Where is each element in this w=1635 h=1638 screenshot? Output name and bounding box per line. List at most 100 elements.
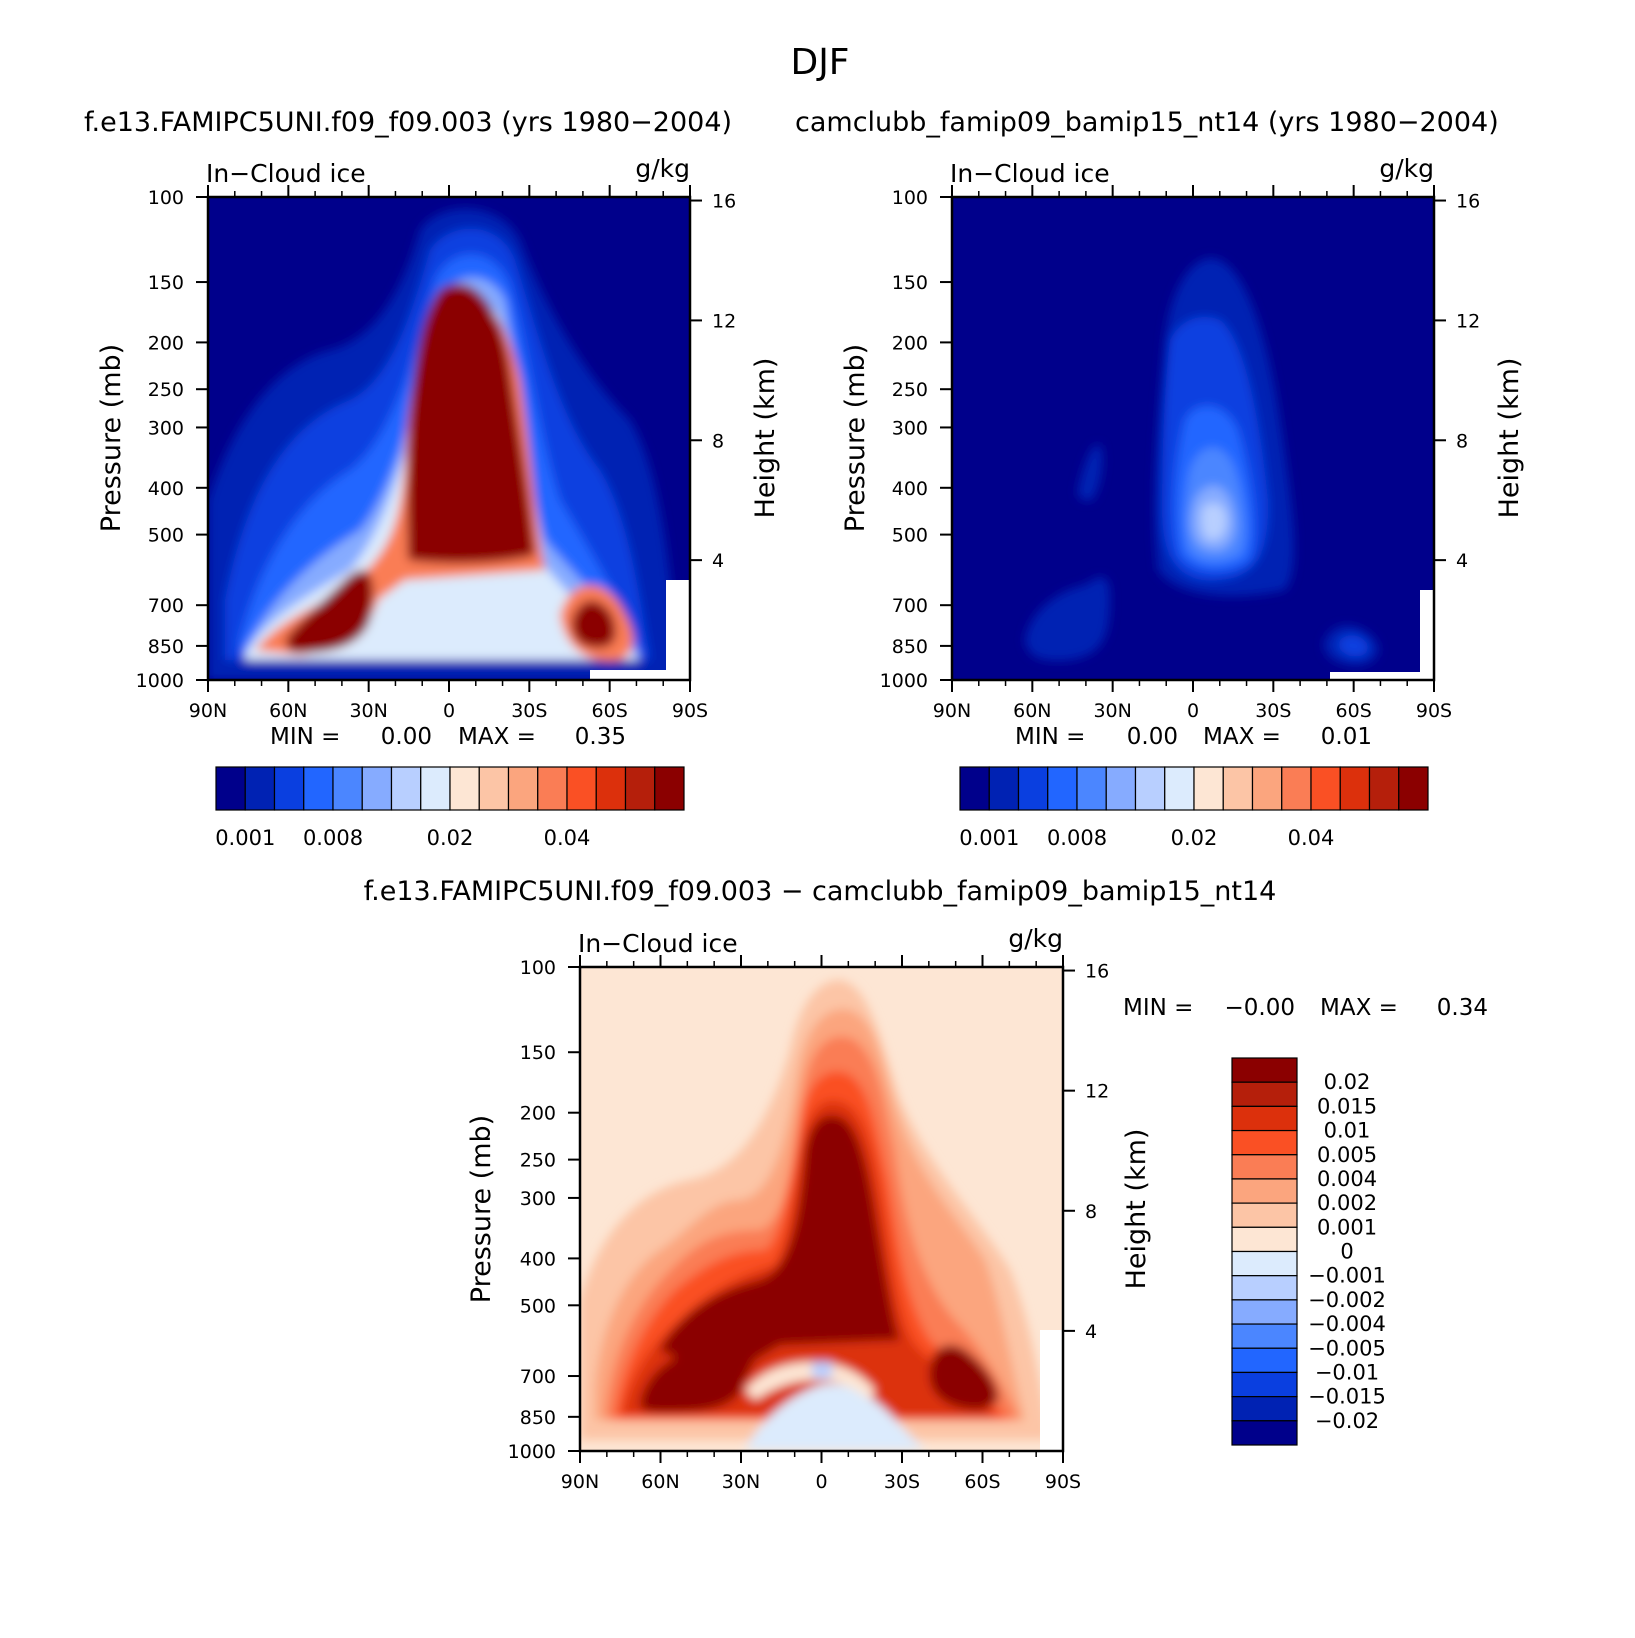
panel-b-colorbar-swatch xyxy=(1017,766,1049,811)
panel-b-colorbar-swatch xyxy=(959,766,990,811)
panel-a-min-label: MIN = xyxy=(270,724,340,750)
panel-a-y2tick-label: 16 xyxy=(712,191,736,213)
panel-c-colorbar-swatch xyxy=(1231,1105,1298,1132)
panel-a-y2tick-label: 12 xyxy=(712,310,736,332)
panel-c-colorbar-label: 0.02 xyxy=(1324,1070,1371,1094)
panel-c-colorbar-swatch xyxy=(1231,1323,1298,1349)
panel-c-colorbar-label: 0 xyxy=(1340,1240,1353,1264)
panel-b-level-8 xyxy=(1078,444,1103,501)
panel-b-xtick-label: 60S xyxy=(1336,700,1372,722)
panel-b-ytick-label: 700 xyxy=(892,595,928,617)
panel-b-ylabel2: Height (km) xyxy=(1494,358,1525,519)
panel-b-ytick-label: 850 xyxy=(892,636,928,658)
panel-b-ytick-label: 200 xyxy=(892,332,928,354)
panel-a-colorbar-swatch xyxy=(332,766,363,811)
panel-b-title: camclubb_famip09_bamip15_nt14 (yrs 1980−… xyxy=(795,107,1499,138)
panel-c-level-7 xyxy=(660,1115,900,1380)
panel-a-ylabel: Pressure (mb) xyxy=(96,344,127,532)
panel-a-below-ground-mask-2 xyxy=(590,670,690,680)
panel-c-y2tick-label: 8 xyxy=(1085,1201,1097,1223)
panel-c-colorbar-swatch xyxy=(1231,1347,1298,1374)
panel-b-colorbar-swatch xyxy=(1368,766,1400,811)
panel-c-ytick-label: 200 xyxy=(520,1103,556,1125)
panel-a-colorbar-swatch xyxy=(361,766,393,811)
panel-c-min-label: MIN = xyxy=(1123,995,1193,1021)
panel-b-colorbar-swatch xyxy=(988,766,1020,811)
panel-b-y2tick-label: 8 xyxy=(1456,430,1468,452)
panel-a-colorbar-label: 0.02 xyxy=(427,826,474,850)
panel-c-colorbar-swatch xyxy=(1231,1275,1298,1301)
panel-b-xtick-label: 30N xyxy=(1093,700,1131,722)
panel-c-variable-label: In−Cloud ice xyxy=(578,929,738,958)
panel-b-colorbar-swatch xyxy=(1047,766,1078,811)
panel-c-xtick-label: 90S xyxy=(1045,1471,1081,1493)
panel-a-colorbar-label: 0.001 xyxy=(215,826,275,850)
panel-a-colorbar-swatch xyxy=(215,766,246,811)
panel-c-y2tick-label: 12 xyxy=(1085,1081,1109,1103)
panel-a-variable-label: In−Cloud ice xyxy=(206,159,366,188)
panel-c-colorbar-swatch xyxy=(1231,1396,1298,1422)
panel-a-colorbar-swatch xyxy=(449,766,480,811)
panel-c-ytick-label: 100 xyxy=(520,957,556,979)
panel-b-colorbar-swatch xyxy=(1339,766,1371,811)
panel-a-colorbar-swatch xyxy=(654,766,685,811)
panel-a-colorbar-swatch xyxy=(420,766,451,811)
panel-b-ytick-label: 250 xyxy=(892,379,928,401)
panel-b-xtick-label: 30S xyxy=(1255,700,1291,722)
panel-a-ytick-label: 150 xyxy=(148,272,184,294)
panel-b-colorbar-swatch xyxy=(1164,766,1195,811)
panel-c-level-8 xyxy=(929,1345,999,1410)
panel-a-ytick-label: 250 xyxy=(148,379,184,401)
panel-c-colorbar-label: 0.005 xyxy=(1317,1143,1377,1167)
panel-c-ylabel2: Height (km) xyxy=(1121,1129,1152,1290)
panel-a-ytick-label: 850 xyxy=(148,636,184,658)
panel-a-xtick-label: 0 xyxy=(443,700,455,722)
panel-b-colorbar-label: 0.04 xyxy=(1288,826,1335,850)
panel-c-ytick-label: 300 xyxy=(520,1188,556,1210)
panel-b-xtick-label: 90S xyxy=(1416,700,1452,722)
panel-b-ytick-label: 400 xyxy=(892,478,928,500)
panel-c-xtick-label: 90N xyxy=(561,1471,599,1493)
panel-c-xtick-label: 30S xyxy=(884,1471,920,1493)
panel-a-colorbar-swatch xyxy=(273,766,305,811)
panel-c-y2tick-label: 16 xyxy=(1085,961,1109,983)
panel-c-colorbar-swatch xyxy=(1231,1420,1298,1446)
panel-a-ylabel2: Height (km) xyxy=(750,358,781,519)
panel-a-xtick-label: 30N xyxy=(349,700,387,722)
panel-b-level-7 xyxy=(1025,577,1110,661)
panel-b-ytick-label: 100 xyxy=(892,187,928,209)
panel-a-xtick-label: 90S xyxy=(672,700,708,722)
panel-a-below-ground-mask xyxy=(666,580,690,680)
panel-b-level-6 xyxy=(1201,503,1227,540)
panel-b-colorbar-swatch xyxy=(1076,766,1107,811)
panel-a-ytick-label: 200 xyxy=(148,332,184,354)
panel-c-ytick-label: 500 xyxy=(520,1295,556,1317)
panel-c-colorbar-swatch xyxy=(1231,1250,1298,1277)
panel-a-colorbar-swatch xyxy=(390,766,422,811)
panel-c-colorbar-swatch xyxy=(1231,1202,1298,1228)
panel-b-y2tick-label: 4 xyxy=(1456,550,1468,572)
panel-c-colorbar-label: 0.001 xyxy=(1317,1215,1377,1239)
panel-a-colorbar: 0.001 0.008 0.02 0.04 xyxy=(215,766,685,850)
panel-b-min-label: MIN = xyxy=(1015,724,1085,750)
panel-b-colorbar-swatch xyxy=(1310,766,1341,811)
panel-b-colorbar-swatch xyxy=(1281,766,1312,811)
panel-a-ytick-label: 1000 xyxy=(136,670,184,692)
panel-c-colorbar-label: 0.002 xyxy=(1317,1191,1377,1215)
panel-c-below-ground-mask xyxy=(1040,1330,1063,1451)
panel-b-colorbar-swatch xyxy=(1105,766,1137,811)
panel-c-ytick-label: 150 xyxy=(520,1042,556,1064)
panel-a-y2tick-label: 8 xyxy=(712,430,724,452)
panel-b-colorbar-label: 0.001 xyxy=(959,826,1019,850)
panel-c-colorbar-label: −0.01 xyxy=(1315,1360,1379,1384)
panel-c-max-value: 0.34 xyxy=(1437,995,1488,1021)
panel-a-colorbar-label: 0.008 xyxy=(303,826,363,850)
panel-c-colorbar: 0.020.0150.010.0050.0040.0020.0010−0.001… xyxy=(1231,1057,1386,1446)
panel-c-ytick-label: 700 xyxy=(520,1366,556,1388)
panel-c-colorbar-label: −0.005 xyxy=(1308,1336,1386,1360)
panel-b-xtick-label: 60N xyxy=(1013,700,1051,722)
panel-b-ytick-label: 150 xyxy=(892,272,928,294)
panel-b-colorbar-label: 0.02 xyxy=(1171,826,1218,850)
panel-a-colorbar-swatch xyxy=(478,766,510,811)
